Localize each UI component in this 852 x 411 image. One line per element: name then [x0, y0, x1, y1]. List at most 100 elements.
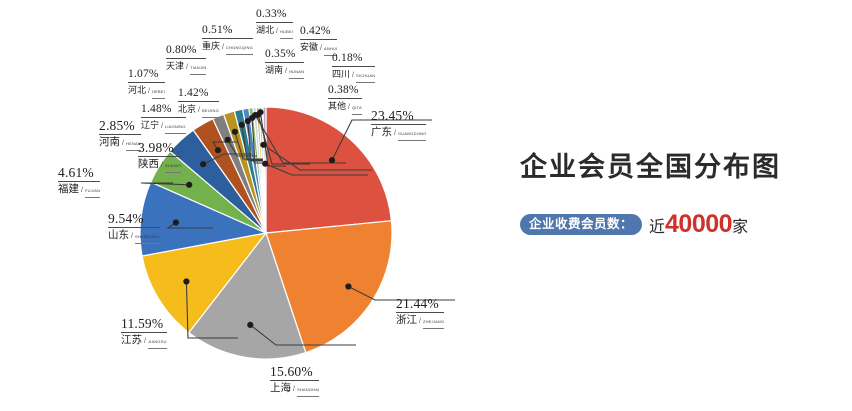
leader-line [348, 286, 455, 301]
callout-percent: 0.38% [328, 84, 359, 96]
leader-line [259, 112, 286, 167]
callout-rule [141, 117, 186, 118]
callout-percent: 23.45% [371, 108, 414, 123]
callout-name: 天津 / TIANJIN [166, 60, 207, 75]
callout-name-cn: 湖北 [256, 25, 275, 35]
leader-dot [260, 141, 267, 148]
leader-line [241, 124, 263, 161]
callout-rule [332, 66, 376, 67]
callout-name-cn: 福建 [58, 183, 79, 195]
callout-name: 重庆 / CHONGQING [202, 40, 253, 55]
callout-percent: 0.42% [300, 25, 331, 37]
callout-slash: / [276, 28, 278, 35]
leader-dot-group [172, 109, 352, 328]
callout-slash: / [348, 104, 350, 111]
callout-name-cn: 江苏 [121, 334, 142, 346]
leader-dot [200, 161, 207, 168]
callout-slash: / [122, 140, 124, 147]
callout-anhui: 0.42% 安徽 / ANHUI [300, 25, 338, 56]
callout-name-cn: 重庆 [202, 41, 221, 51]
leader-line [234, 131, 263, 160]
callout-jiangsu: 11.59% 江苏 / JIANGSU [121, 316, 167, 349]
callout-rule [178, 101, 219, 102]
callout-percent: 0.35% [265, 48, 296, 60]
callout-shandong: 9.54% 山东 / SHANDONG [108, 211, 160, 244]
callout-name-cn: 河北 [128, 85, 147, 95]
callout-slash: / [222, 44, 224, 51]
callout-name-py: HENAN [125, 137, 141, 151]
callout-shanxi: 3.98% 陕西 / SHANXI [138, 140, 182, 173]
leader-dot [224, 136, 231, 143]
callout-name: 安徽 / ANHUI [300, 41, 338, 56]
leader-dot [186, 181, 193, 188]
callout-name-cn: 浙江 [396, 314, 417, 326]
callout-slash: / [161, 162, 163, 169]
callout-percent: 0.33% [256, 8, 287, 20]
callout-percent: 9.54% [108, 211, 144, 226]
members-prefix: 近 [649, 219, 666, 236]
leader-dot [183, 278, 190, 285]
callout-zhejiang: 21.44% 浙江 / ZHEJIANG [396, 296, 445, 329]
callout-name-py: LIAONING [164, 120, 186, 134]
callout-name: 浙江 / ZHEJIANG [396, 314, 445, 329]
callout-slash: / [293, 386, 295, 393]
callout-slash: / [394, 130, 396, 137]
callout-name-cn: 天津 [166, 61, 185, 71]
leader-line [140, 182, 190, 186]
callout-slash: / [186, 64, 188, 71]
pie-slice-zhejiang[interactable] [265, 220, 393, 354]
callout-rule [265, 62, 305, 63]
callout-rule [256, 22, 294, 23]
callout-liaoning: 1.48% 辽宁 / LIAONING [141, 103, 186, 134]
callout-chongqing: 0.51% 重庆 / CHONGQING [202, 24, 253, 55]
callout-rule [166, 58, 207, 59]
members-number: 40000 [665, 210, 733, 238]
callout-rule [371, 124, 427, 125]
callout-rule [99, 134, 141, 135]
leader-line [247, 121, 263, 162]
callout-percent: 1.07% [128, 68, 159, 80]
leader-dot [244, 118, 251, 125]
callout-percent: 3.98% [138, 140, 174, 155]
callout-percent: 0.51% [202, 24, 233, 36]
leader-dot [238, 121, 245, 128]
pie-slice-jiangsu[interactable] [141, 232, 268, 334]
callout-name-py: QITA [351, 101, 362, 115]
callout-slash: / [352, 72, 354, 79]
callout-slash: / [81, 187, 83, 194]
callout-name-py: JIANGSU [147, 335, 167, 349]
callout-shanghai: 15.60% 上海 / SHANGHAI [270, 364, 320, 397]
callout-name-py: CHONGQING [225, 41, 253, 55]
callout-slash: / [131, 233, 133, 240]
callout-rule [108, 227, 160, 228]
callout-name-py: SHANGHAI [296, 383, 320, 397]
pie-slice-group [139, 106, 393, 360]
callout-percent: 21.44% [396, 296, 439, 311]
callout-hunan: 0.35% 湖南 / HUNAN [265, 48, 305, 79]
leader-dot [257, 109, 264, 116]
callout-name-cn: 广东 [371, 126, 392, 138]
leader-line [166, 222, 213, 229]
callout-name: 广东 / GUANGDONG [371, 126, 427, 141]
members-value: 近 40000 家 [649, 210, 748, 239]
callout-name-py: HUBEI [279, 25, 294, 39]
leader-dot [262, 160, 269, 167]
leader-dot [214, 147, 222, 154]
leader-line [263, 144, 372, 171]
callout-percent: 0.18% [332, 52, 363, 64]
callout-name: 上海 / SHANGHAI [270, 382, 320, 397]
callout-slash: / [161, 123, 163, 130]
callout-name: 陕西 / SHANXI [138, 158, 182, 173]
callout-sichuan: 0.18% 四川 / SICHUAN [332, 52, 376, 83]
callout-tianjin: 0.80% 天津 / TIANJIN [166, 44, 207, 75]
callout-name-cn: 山东 [108, 229, 129, 241]
leader-line [254, 114, 346, 164]
leader-dot [247, 321, 254, 328]
callout-name-py: TIANJIN [189, 61, 207, 75]
callout-name-py: GUANGDONG [397, 127, 427, 141]
callout-name-py: SHANXI [164, 159, 182, 173]
callout-name-py: SICHUAN [355, 69, 376, 83]
callout-name-py: FUJIAN [84, 184, 101, 198]
